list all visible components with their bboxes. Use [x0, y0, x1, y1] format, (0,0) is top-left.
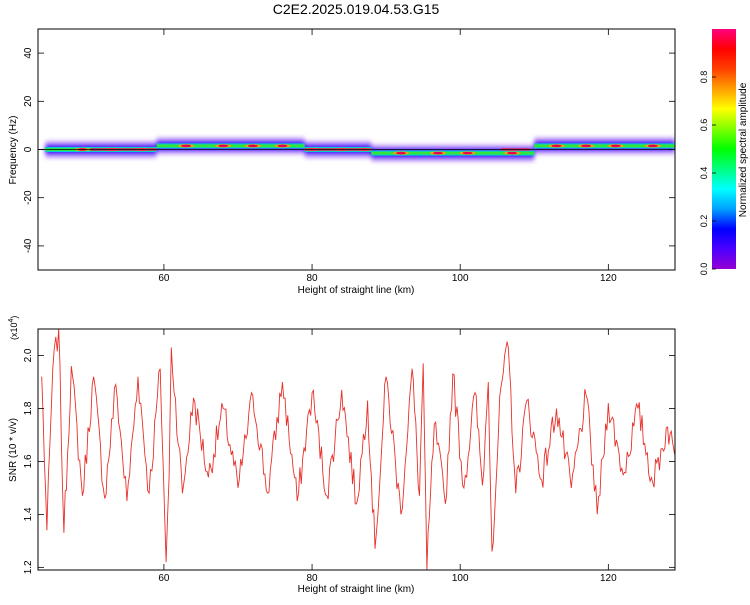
band-peak-red — [395, 151, 406, 155]
spectrogram-x-label: Height of straight line (km) — [298, 285, 415, 296]
colorbar-tick-label: 0.2 — [699, 215, 709, 228]
colorbar-gradient — [712, 29, 736, 269]
snr-y-tick-label: 1.2 — [23, 560, 34, 574]
spectrogram-y-tick-label: -20 — [23, 190, 34, 205]
band-peak-red — [581, 144, 592, 148]
band-green-layer — [534, 144, 675, 148]
snr-frame — [37, 328, 676, 571]
band-peak-red — [507, 151, 518, 155]
snr-x-tick-label: 120 — [600, 573, 617, 584]
spectrogram-x-tick-label: 80 — [306, 273, 318, 284]
snr-y-tick-label: 1.6 — [23, 454, 34, 468]
band-peak-red — [432, 151, 443, 155]
colorbar-tick-label: 0.4 — [699, 167, 709, 180]
snr-x-tick-label: 100 — [452, 573, 469, 584]
band-peak-red — [181, 144, 192, 148]
band-peak-red — [610, 144, 621, 148]
band-green-layer — [371, 151, 535, 155]
spectrogram-ticks: 60 80 100 120 40 20 0 -20 -40 — [23, 29, 675, 284]
band-peak-red — [647, 144, 658, 148]
spectrogram-x-tick-label: 60 — [158, 273, 170, 284]
colorbar-tick-label: 0.6 — [699, 119, 709, 132]
snr-y-multiplier: (x104) — [8, 316, 19, 340]
snr-plot: 60 80 100 120 1.2 1.4 1.6 1.8 2.0 Height of stra… — [8, 316, 676, 595]
colorbar-label: Normalized spectral amplitude — [738, 82, 749, 217]
spectrogram-x-tick-label: 120 — [600, 273, 617, 284]
band-peak-red — [247, 144, 258, 148]
colorbar-ticks: 0.0 0.2 0.4 0.6 0.8 — [699, 71, 716, 276]
snr-y-tick-label: 1.8 — [23, 401, 34, 415]
spectrogram-y-tick-label: 0 — [23, 146, 34, 152]
colorbar-tick-label: 0.0 — [699, 263, 709, 276]
snr-y-tick-label: 1.4 — [23, 507, 34, 521]
spectrogram-y-tick-label: -40 — [23, 238, 34, 253]
snr-x-label: Height of straight line (km) — [298, 584, 415, 595]
snr-background — [38, 329, 675, 570]
chart-title: C2E2.2025.019.04.53.G15 — [273, 1, 440, 17]
band-peak-red — [277, 144, 288, 148]
snr-y-tick-label: 2.0 — [23, 348, 34, 362]
spectrogram-y-label: Frequency (Hz) — [8, 116, 19, 185]
colorbar: 0.0 0.2 0.4 0.6 0.8 Normalized spectral ampl… — [699, 29, 749, 275]
band-peak-red — [218, 144, 229, 148]
spectral-band — [38, 136, 675, 163]
spectrogram-plot: 60 80 100 120 40 20 0 -20 -40 Height of straight… — [8, 28, 676, 296]
spectrogram-y-tick-label: 20 — [23, 95, 34, 107]
band-peak-red — [462, 151, 473, 155]
snr-x-tick-label: 60 — [158, 573, 170, 584]
snr-ticks: 60 80 100 120 1.2 1.4 1.6 1.8 2.0 — [23, 329, 675, 584]
spectrogram-x-tick-label: 100 — [452, 273, 469, 284]
snr-series-line — [41, 329, 675, 570]
snr-x-tick-label: 80 — [306, 573, 318, 584]
band-peak-red — [551, 144, 562, 148]
colorbar-tick-label: 0.8 — [699, 71, 709, 84]
spectrogram-y-tick-label: 40 — [23, 47, 34, 59]
snr-y-label: SNR (10 * v/v) — [8, 418, 19, 482]
